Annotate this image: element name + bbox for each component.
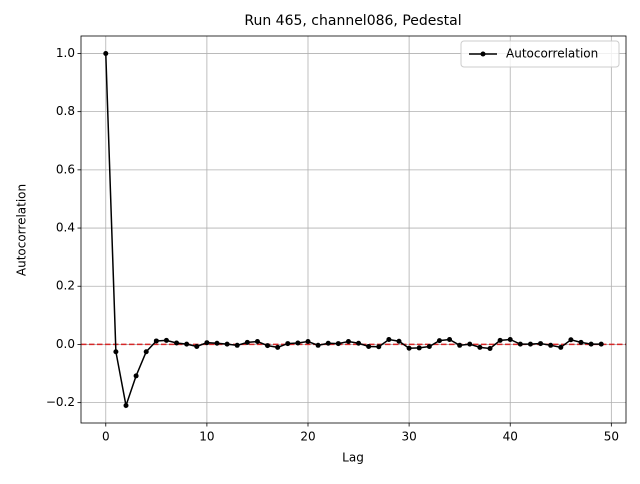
y-tick-label: 0.0	[56, 337, 75, 351]
data-point	[315, 342, 321, 348]
x-tick-label: 40	[503, 430, 518, 444]
data-point	[376, 344, 382, 350]
data-point	[224, 341, 230, 347]
data-point	[396, 338, 402, 344]
data-point	[285, 341, 291, 347]
data-point	[406, 345, 412, 351]
chart-title: Run 465, channel086, Pedestal	[244, 13, 461, 29]
data-point	[416, 345, 422, 351]
y-axis-label: Autocorrelation	[15, 184, 29, 276]
data-point	[538, 341, 544, 347]
x-axis-label: Lag	[342, 451, 364, 465]
x-tick-label: 10	[199, 430, 214, 444]
data-point	[447, 336, 453, 342]
data-point	[204, 340, 210, 346]
x-tick-label: 0	[102, 430, 110, 444]
data-point	[184, 341, 190, 347]
y-tick-label: −0.2	[46, 395, 75, 409]
x-tick-label: 50	[604, 430, 619, 444]
data-point	[487, 346, 493, 352]
data-point	[558, 344, 564, 350]
data-point	[467, 341, 473, 347]
data-point	[153, 338, 159, 344]
data-point	[295, 340, 301, 346]
data-point	[133, 373, 139, 379]
y-tick-label: 0.8	[56, 104, 75, 118]
data-point	[598, 341, 604, 347]
data-point	[265, 343, 271, 349]
data-point	[345, 339, 351, 345]
data-point	[548, 342, 554, 348]
x-tick-label: 30	[401, 430, 416, 444]
data-point	[436, 338, 442, 344]
legend-label: Autocorrelation	[506, 47, 598, 61]
data-point	[163, 337, 169, 343]
data-point	[254, 339, 260, 345]
data-point	[174, 340, 180, 346]
data-point	[234, 342, 240, 348]
y-tick-label: 0.4	[56, 221, 75, 235]
data-point	[588, 341, 594, 347]
data-point	[578, 339, 584, 345]
data-point	[366, 343, 372, 349]
data-point	[325, 340, 331, 346]
data-point	[477, 344, 483, 350]
data-point	[386, 336, 392, 342]
y-tick-label: 0.6	[56, 162, 75, 176]
data-point	[426, 343, 432, 349]
data-point	[527, 341, 533, 347]
data-point	[497, 337, 503, 343]
data-point	[244, 339, 250, 345]
data-point	[113, 349, 119, 355]
data-point	[335, 341, 341, 347]
data-point	[194, 343, 200, 349]
data-point	[103, 50, 109, 56]
y-tick-label: 1.0	[56, 46, 75, 60]
x-tick-label: 20	[300, 430, 315, 444]
data-point	[568, 337, 574, 343]
legend-box	[460, 40, 620, 68]
data-point	[305, 339, 311, 345]
data-point	[123, 403, 129, 409]
data-point	[214, 340, 220, 346]
legend-marker	[480, 51, 486, 57]
data-point	[275, 344, 281, 350]
data-point	[517, 341, 523, 347]
data-point	[507, 336, 513, 342]
plot-frame	[80, 35, 627, 424]
data-point	[356, 340, 362, 346]
y-tick-label: 0.2	[56, 279, 75, 293]
data-point	[143, 349, 149, 355]
data-point	[457, 342, 463, 348]
